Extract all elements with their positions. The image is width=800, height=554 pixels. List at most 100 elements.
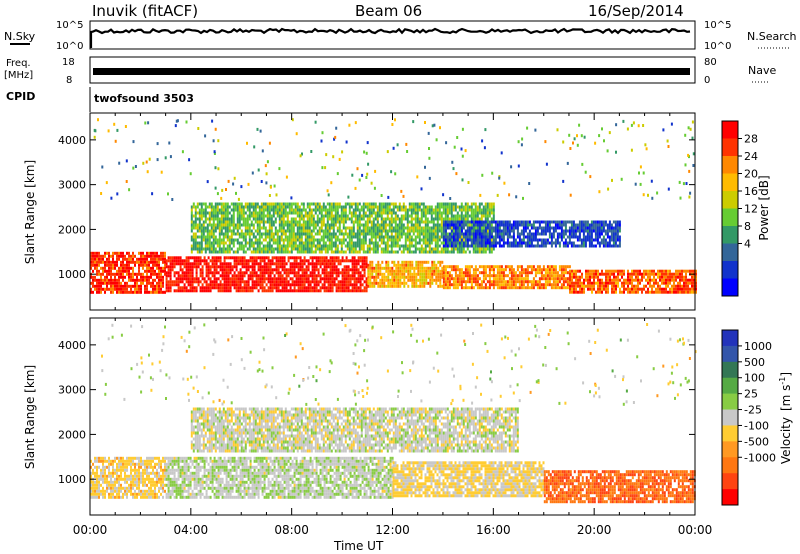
heatmap-cell [390, 208, 393, 212]
heatmap-cell [605, 281, 607, 285]
heatmap-cell [296, 205, 299, 209]
heatmap-cell [510, 274, 513, 278]
heatmap-cell [350, 214, 353, 218]
heatmap-cell [341, 283, 344, 287]
heatmap-cell [368, 238, 371, 242]
heatmap-cell [270, 235, 273, 239]
heatmap-cell [261, 274, 264, 278]
heatmap-cell [400, 220, 403, 224]
heatmap-cell [104, 275, 106, 279]
nsky-right-tick-bottom: 10^0 [704, 41, 731, 52]
heatmap-cell [287, 268, 290, 272]
heatmap-cell [446, 223, 449, 227]
heatmap-cell [351, 256, 354, 260]
heatmap-cell [228, 226, 231, 230]
heatmap-cell [226, 214, 229, 218]
heatmap-cell [216, 202, 219, 206]
heatmap-cell [460, 211, 463, 215]
heatmap-cell [299, 265, 302, 269]
heatmap-cell [162, 254, 164, 258]
heatmap-cell [615, 284, 617, 288]
heatmap-cell [412, 202, 415, 206]
heatmap-cell [673, 290, 675, 294]
heatmap-cell [212, 220, 215, 224]
heatmap-cell [299, 262, 302, 266]
heatmap-cell [191, 283, 194, 287]
heatmap-cell [304, 214, 307, 218]
heatmap-cell [318, 220, 321, 224]
heatmap-cell [566, 277, 569, 281]
heatmap-cell [359, 259, 362, 263]
heatmap-cell [482, 277, 485, 281]
heatmap-cell [343, 268, 346, 272]
heatmap-cell [417, 263, 420, 267]
heatmap-cell [360, 229, 363, 233]
heatmap-cell [693, 290, 695, 294]
heatmap-cell [322, 241, 325, 245]
heatmap-cell [100, 260, 102, 264]
heatmap-cell [173, 256, 176, 260]
heatmap-cell [356, 217, 359, 221]
heatmap-cell [355, 280, 358, 284]
heatmap-cell [371, 269, 374, 273]
heatmap-cell [351, 289, 354, 293]
heatmap-cell [647, 287, 649, 291]
heatmap-cell [470, 265, 473, 269]
heatmap-cell [365, 286, 368, 290]
heatmap-cell [458, 247, 461, 251]
heatmap-cell [275, 280, 278, 284]
heatmap-cell [268, 238, 271, 242]
heatmap-cell [278, 226, 281, 230]
heatmap-cell [494, 229, 497, 233]
heatmap-cell [136, 257, 138, 261]
heatmap-cell [237, 286, 240, 290]
heatmap-cell [480, 223, 483, 227]
heatmap-cell [220, 247, 223, 251]
heatmap-cell [278, 205, 281, 209]
heatmap-cell [393, 269, 396, 273]
heatmap-cell [380, 235, 383, 239]
heatmap-cell [254, 202, 257, 206]
heatmap-cell [601, 287, 603, 291]
heatmap-cell [482, 271, 485, 275]
heatmap-cell [484, 205, 487, 209]
heatmap-cell [552, 268, 555, 272]
heatmap-cell [496, 271, 499, 275]
heatmap-cell [452, 223, 455, 227]
heatmap-cell [254, 235, 257, 239]
heatmap-cell [256, 226, 259, 230]
heatmap-cell [347, 265, 350, 269]
heatmap-cell [222, 247, 225, 251]
heatmap-cell [603, 272, 605, 276]
heatmap-cell [122, 272, 124, 276]
heatmap-cell [175, 289, 178, 293]
heatmap-cell [484, 268, 487, 272]
heatmap-cell [579, 269, 581, 273]
heatmap-cell [185, 274, 188, 278]
heatmap-cell [546, 274, 549, 278]
heatmap-cell [611, 284, 613, 288]
heatmap-cell [581, 281, 583, 285]
heatmap-cell [241, 277, 244, 281]
heatmap-cell [462, 244, 465, 248]
heatmap-cell [277, 283, 280, 287]
heatmap-cell [352, 250, 355, 254]
heatmap-cell [216, 244, 219, 248]
heatmap-cell [671, 272, 673, 276]
heatmap-cell [200, 208, 203, 212]
heatmap-cell [399, 269, 402, 273]
heatmap-cell [209, 280, 212, 284]
heatmap-cell [118, 287, 120, 291]
heatmap-cell [343, 274, 346, 278]
heatmap-cell [254, 208, 257, 212]
heatmap-cell [299, 283, 302, 287]
heatmap-cell [327, 265, 330, 269]
heatmap-cell [325, 289, 328, 293]
heatmap-cell [585, 275, 587, 279]
heatmap-cell [345, 274, 348, 278]
heatmap-cell [342, 241, 345, 245]
heatmap-cell [100, 284, 102, 288]
heatmap-cell [633, 272, 635, 276]
heatmap-cell [212, 238, 215, 242]
heatmap-cell [128, 269, 130, 273]
